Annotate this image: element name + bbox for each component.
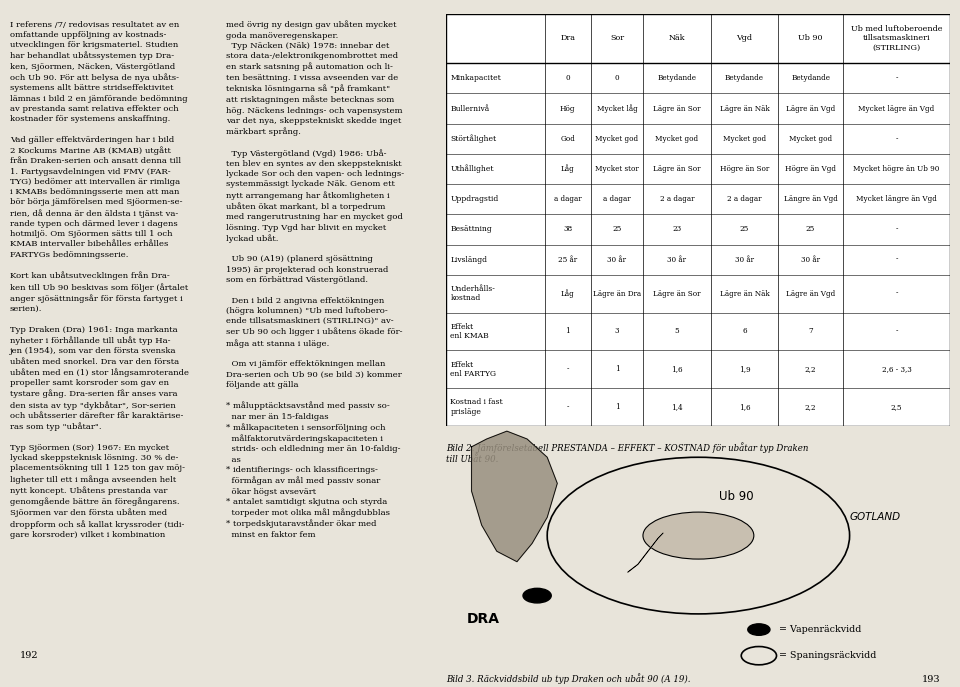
Text: = Spaningsräckvidd: = Spaningsräckvidd (780, 651, 876, 660)
Text: Ub 90: Ub 90 (718, 490, 754, 503)
Text: Effekt
enl FARTYG: Effekt enl FARTYG (450, 361, 496, 378)
Text: 1,6: 1,6 (671, 365, 683, 373)
Text: -: - (896, 74, 898, 82)
Text: -: - (896, 135, 898, 143)
Text: 0: 0 (565, 74, 570, 82)
Text: Lägre än Sor: Lägre än Sor (653, 290, 701, 297)
Text: 38: 38 (564, 225, 572, 234)
Text: 2,2: 2,2 (804, 365, 816, 373)
Text: I referens /7/ redovisas resultatet av en
omfattande uppföljning av kostnads-
ut: I referens /7/ redovisas resultatet av e… (10, 21, 188, 539)
Text: 192: 192 (20, 651, 38, 660)
Text: Lägre än Näk: Lägre än Näk (720, 104, 769, 113)
Text: 0: 0 (614, 74, 619, 82)
Text: Mycket god: Mycket god (656, 135, 699, 143)
Text: Bullernivå: Bullernivå (450, 104, 490, 113)
Text: a dagar: a dagar (603, 195, 631, 203)
Text: 30 år: 30 år (667, 256, 686, 264)
Text: DRA: DRA (467, 612, 499, 626)
Circle shape (748, 624, 770, 635)
Text: Besättning: Besättning (450, 225, 492, 234)
Text: 2,5: 2,5 (891, 403, 902, 411)
Text: Näk: Näk (668, 34, 685, 43)
Text: 7: 7 (808, 328, 813, 335)
Text: Låg: Låg (561, 289, 575, 298)
Text: Dra: Dra (561, 34, 575, 43)
Text: 1: 1 (614, 403, 619, 411)
Text: Uthållighet: Uthållighet (450, 165, 494, 173)
Text: 1,9: 1,9 (738, 365, 751, 373)
Text: a dagar: a dagar (554, 195, 582, 203)
Text: 25: 25 (806, 225, 815, 234)
Text: God: God (561, 135, 575, 143)
Text: Lägre än Sor: Lägre än Sor (653, 104, 701, 113)
Text: Mycket högre än Ub 90: Mycket högre än Ub 90 (853, 165, 940, 173)
Text: Hög: Hög (560, 104, 576, 113)
Text: Mycket längre än Vgd: Mycket längre än Vgd (856, 195, 937, 203)
Text: 30 år: 30 år (608, 256, 627, 264)
Text: Lägre än Näk: Lägre än Näk (720, 290, 769, 297)
Text: 2,2: 2,2 (804, 403, 816, 411)
Text: 25 år: 25 år (558, 256, 577, 264)
Text: Sor: Sor (610, 34, 624, 43)
Text: Ub 90: Ub 90 (799, 34, 823, 43)
Text: 2 a dagar: 2 a dagar (728, 195, 761, 203)
Text: Ub med luftoberoende
tillsatsmaskineri
(STIRLING): Ub med luftoberoende tillsatsmaskineri (… (851, 25, 943, 52)
Text: 2,6 - 3,3: 2,6 - 3,3 (881, 365, 911, 373)
Text: = Vapenräckvidd: = Vapenräckvidd (780, 625, 861, 634)
Text: 25: 25 (612, 225, 621, 234)
Text: 6: 6 (742, 328, 747, 335)
Ellipse shape (643, 512, 754, 559)
Text: 5: 5 (675, 328, 680, 335)
Text: Lägre än Vgd: Lägre än Vgd (786, 290, 835, 297)
Text: -: - (896, 328, 898, 335)
Text: 30 år: 30 år (801, 256, 820, 264)
Text: Betydande: Betydande (791, 74, 830, 82)
Text: -: - (566, 365, 569, 373)
Text: Mycket god: Mycket god (723, 135, 766, 143)
Text: Mycket god: Mycket god (595, 135, 638, 143)
Text: Längre än Vgd: Längre än Vgd (783, 195, 837, 203)
Polygon shape (471, 431, 557, 562)
Polygon shape (628, 533, 663, 572)
Text: Betydande: Betydande (658, 74, 696, 82)
Text: Mycket stor: Mycket stor (595, 165, 638, 173)
Text: Lägre än Vgd: Lägre än Vgd (786, 104, 835, 113)
Text: 1: 1 (614, 365, 619, 373)
Text: Betydande: Betydande (725, 74, 764, 82)
Text: Livslängd: Livslängd (450, 256, 488, 264)
Text: Mycket lägre än Vgd: Mycket lägre än Vgd (858, 104, 935, 113)
Text: 25: 25 (740, 225, 749, 234)
Text: Högre än Sor: Högre än Sor (720, 165, 769, 173)
Text: Uppdragstid: Uppdragstid (450, 195, 498, 203)
Text: 2 a dagar: 2 a dagar (660, 195, 694, 203)
Text: -: - (896, 290, 898, 297)
Text: Lägre än Sor: Lägre än Sor (653, 165, 701, 173)
Text: 193: 193 (922, 675, 940, 684)
Text: 1,4: 1,4 (671, 403, 683, 411)
Text: -: - (896, 225, 898, 234)
Text: Lägre än Dra: Lägre än Dra (593, 290, 641, 297)
Text: Störtålighet: Störtålighet (450, 135, 496, 143)
Text: Mycket god: Mycket god (789, 135, 832, 143)
Text: med övrig ny design gav ubåten mycket
goda manöveregenskaper.
  Typ Näcken (Näk): med övrig ny design gav ubåten mycket go… (226, 21, 404, 539)
Text: 1: 1 (565, 328, 570, 335)
Text: Effekt
enl KMAB: Effekt enl KMAB (450, 323, 490, 340)
Circle shape (523, 588, 551, 603)
Text: GOTLAND: GOTLAND (850, 513, 900, 522)
Text: Underhålls-
kostnad: Underhålls- kostnad (450, 285, 495, 302)
Text: 30 år: 30 år (735, 256, 754, 264)
Text: Vgd: Vgd (736, 34, 753, 43)
Text: Bild 2. Jämförelsetabell PRESTANDA – EFFEKT – KOSTNAD för ubåtar typ Draken
till: Bild 2. Jämförelsetabell PRESTANDA – EFF… (446, 442, 808, 464)
Text: 23: 23 (672, 225, 682, 234)
Text: Låg: Låg (561, 165, 575, 173)
Text: 1,6: 1,6 (738, 403, 751, 411)
Text: Bild 3. Räckviddsbild ub typ Draken och ubåt 90 (A 19).: Bild 3. Räckviddsbild ub typ Draken och … (446, 674, 691, 684)
Text: -: - (896, 256, 898, 264)
Text: 3: 3 (614, 328, 619, 335)
Text: Kostnad i fast
prisläge: Kostnad i fast prisläge (450, 398, 503, 416)
Text: -: - (566, 403, 569, 411)
Text: Minkapacitet: Minkapacitet (450, 74, 501, 82)
Text: Mycket låg: Mycket låg (596, 104, 637, 113)
Text: Högre än Vgd: Högre än Vgd (785, 165, 836, 173)
